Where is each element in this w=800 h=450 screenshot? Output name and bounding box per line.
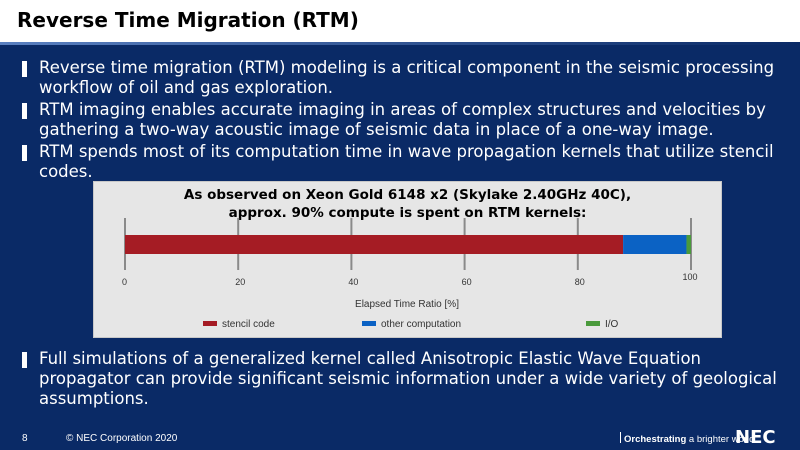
chart-title: As observed on Xeon Gold 6148 x2 (Skylak… xyxy=(94,186,721,222)
legend-label: other computation xyxy=(381,319,461,330)
bar-segment xyxy=(686,235,691,254)
bullet-item: Full simulations of a generalized kernel… xyxy=(22,349,792,409)
bullet-text: Reverse time migration (RTM) modeling is… xyxy=(39,58,775,97)
bullet-item: RTM spends most of its computation time … xyxy=(22,142,792,182)
legend-swatch xyxy=(362,321,376,326)
nec-logo: NEC xyxy=(735,427,776,448)
x-tick-label: 100 xyxy=(682,272,697,282)
bullet-marker xyxy=(22,145,27,161)
bullet-marker xyxy=(22,103,27,119)
slide-title: Reverse Time Migration (RTM) xyxy=(17,8,359,32)
page-number: 8 xyxy=(22,433,28,444)
bullet-item: RTM imaging enables accurate imaging in … xyxy=(22,100,792,140)
x-tick-label: 20 xyxy=(235,277,245,287)
tagline-bold: Orchestrating xyxy=(624,434,687,445)
bullet-text: Full simulations of a generalized kernel… xyxy=(39,349,777,408)
chart-title-line2: approx. 90% compute is spent on RTM kern… xyxy=(228,205,587,221)
title-underline xyxy=(0,42,800,45)
tagline-divider xyxy=(620,432,621,443)
legend-swatch xyxy=(203,321,217,326)
legend-swatch xyxy=(586,321,600,326)
copyright: © NEC Corporation 2020 xyxy=(66,433,178,444)
legend-label: I/O xyxy=(605,319,619,330)
x-tick-label: 80 xyxy=(575,277,585,287)
x-tick-label: 60 xyxy=(462,277,472,287)
top-bullet-list: Reverse time migration (RTM) modeling is… xyxy=(22,58,792,184)
x-axis-label: Elapsed Time Ratio [%] xyxy=(355,299,459,310)
bullet-marker xyxy=(22,61,27,77)
chart-figure: As observed on Xeon Gold 6148 x2 (Skylak… xyxy=(93,181,722,338)
tagline-rest: a brighter world xyxy=(686,434,755,445)
title-bar: Reverse Time Migration (RTM) xyxy=(0,0,800,42)
bullet-marker xyxy=(22,352,27,368)
bottom-bullet-list: Full simulations of a generalized kernel… xyxy=(22,349,792,411)
x-tick-label: 0 xyxy=(122,277,127,287)
bullet-item: Reverse time migration (RTM) modeling is… xyxy=(22,58,792,98)
x-tick-label: 40 xyxy=(348,277,358,287)
bar-segment xyxy=(623,235,687,254)
tagline: Orchestrating a brighter world xyxy=(620,432,754,445)
bullet-text: RTM imaging enables accurate imaging in … xyxy=(39,100,766,139)
bullet-text: RTM spends most of its computation time … xyxy=(39,142,774,181)
chart-title-line1: As observed on Xeon Gold 6148 x2 (Skylak… xyxy=(183,187,632,203)
bar-segment xyxy=(125,235,624,254)
stacked-bar-chart: 0 20 40 60 80 100 Elapsed Time Ratio [%] stenci… xyxy=(122,218,698,330)
legend-label: stencil code xyxy=(222,319,275,330)
